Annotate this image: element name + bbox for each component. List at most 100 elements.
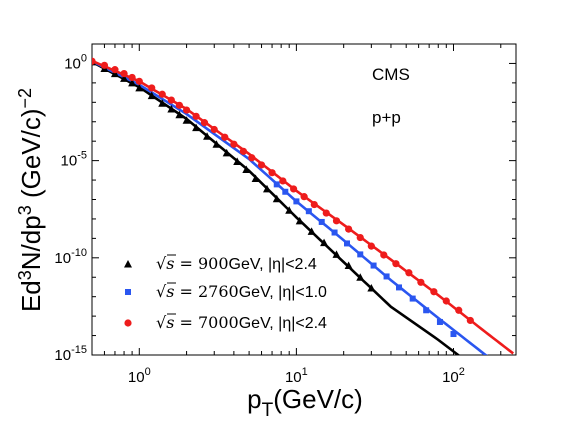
- data-point-circle: [345, 225, 353, 233]
- data-point-circle: [248, 154, 256, 162]
- data-point-triangle: [356, 273, 365, 281]
- data-point-square: [293, 198, 300, 205]
- y-axis-title: Ed3N/dp3 (GeV/c)−2: [15, 88, 46, 312]
- y-tick-label: 10-10: [54, 247, 87, 267]
- legend: √s = 900GeV, |η|<2.4 √s = 2760GeV, |η|<1.…: [124, 254, 327, 332]
- legend-marker-square: [125, 289, 131, 295]
- data-point-circle: [128, 73, 136, 82]
- x-tick-label: 101: [285, 366, 308, 386]
- data-point-triangle: [242, 165, 251, 173]
- x-axis-title: pT(GeV/c): [247, 384, 363, 421]
- data-point-square: [357, 251, 364, 258]
- legend-label: √s = 2760GeV, |η|<1.0: [156, 282, 327, 301]
- data-point-triangle: [307, 227, 316, 235]
- legend-marker-triangle: [124, 260, 132, 268]
- annotation-cms: CMS: [372, 65, 410, 84]
- data-point-circle: [332, 217, 341, 225]
- data-point-triangle: [212, 140, 221, 148]
- data-point-triangle: [272, 194, 281, 203]
- annotation-collision: p+p: [372, 108, 401, 127]
- data-point-triangle: [332, 250, 341, 258]
- data-point-circle: [405, 269, 413, 277]
- data-point-triangle: [262, 184, 271, 193]
- fit-curve-triangle: [92, 60, 461, 355]
- data-point-circle: [392, 260, 400, 268]
- data-point-circle: [135, 77, 143, 85]
- data-point-circle: [148, 84, 156, 92]
- data-point-square: [331, 229, 338, 236]
- x-tick-label: 100: [128, 366, 151, 386]
- data-point-circle: [417, 278, 425, 286]
- data-point-circle: [182, 106, 191, 114]
- data-point-triangle: [147, 91, 156, 100]
- data-point-circle: [466, 316, 474, 325]
- data-point-square: [282, 188, 289, 195]
- data-point-triangle: [158, 99, 167, 107]
- data-point-circle: [158, 90, 166, 98]
- data-point-square: [423, 307, 430, 314]
- data-point-square: [450, 331, 457, 338]
- data-point-circle: [367, 242, 375, 250]
- data-point-triangle: [320, 238, 329, 247]
- data-point-circle: [120, 70, 128, 78]
- data-point-circle: [167, 96, 175, 104]
- data-point-square: [383, 273, 390, 280]
- data-point-square: [273, 181, 280, 188]
- data-point-circle: [221, 133, 229, 141]
- data-point-circle: [322, 209, 330, 217]
- data-point-triangle: [120, 74, 129, 82]
- data-point-triangle: [135, 83, 144, 92]
- data-point-triangle: [344, 261, 353, 270]
- data-point-square: [409, 295, 416, 302]
- data-point-triangle: [233, 157, 242, 166]
- legend-label: √s = 900GeV, |η|<2.4: [156, 254, 317, 273]
- data-point-triangle: [285, 206, 294, 214]
- data-point-circle: [210, 125, 218, 134]
- data-point-triangle: [295, 216, 304, 225]
- data-point-circle: [290, 185, 298, 193]
- data-point-circle: [310, 200, 318, 209]
- axis-ticks: 100 101 102 100 10-5 10-10 10-15: [54, 43, 516, 386]
- data-point-triangle: [175, 110, 184, 119]
- data-point-triangle: [367, 283, 376, 292]
- data-point-circle: [230, 140, 238, 148]
- data-point-circle: [200, 119, 209, 127]
- data-point-circle: [92, 57, 96, 65]
- data-point-triangle: [110, 69, 119, 78]
- legend-marker-circle: [124, 319, 132, 327]
- data-point-circle: [356, 233, 364, 242]
- data-point-circle: [257, 161, 266, 169]
- data-point-square: [436, 318, 443, 325]
- data-point-square: [396, 284, 403, 291]
- data-point-triangle: [251, 174, 260, 183]
- data-point-circle: [192, 112, 200, 120]
- data-point-circle: [268, 169, 276, 177]
- data-point-square: [318, 218, 325, 225]
- data-point-square: [305, 208, 312, 215]
- data-point-triangle: [192, 123, 201, 132]
- data-point-circle: [279, 177, 287, 185]
- y-tick-label: 10-15: [54, 344, 87, 364]
- data-point-square: [344, 240, 351, 247]
- data-point-circle: [430, 288, 438, 296]
- data-point-circle: [111, 66, 119, 74]
- data-point-triangle: [128, 78, 137, 87]
- y-tick-label: 100: [64, 52, 87, 72]
- data-point-triangle: [167, 105, 176, 113]
- data-point-triangle: [182, 116, 191, 124]
- x-tick-label: 102: [442, 366, 465, 386]
- data-point-circle: [175, 101, 183, 109]
- y-tick-label: 10-5: [61, 150, 87, 170]
- data-point-circle: [442, 297, 450, 305]
- data-point-circle: [100, 61, 109, 69]
- data-point-triangle: [222, 148, 231, 157]
- data-points: [92, 57, 474, 338]
- data-point-circle: [380, 251, 388, 259]
- data-point-circle: [455, 306, 463, 314]
- data-point-circle: [300, 193, 308, 201]
- data-point-triangle: [203, 132, 212, 140]
- data-point-square: [370, 262, 377, 269]
- legend-label: √s = 7000GeV, |η|<2.4: [156, 313, 327, 332]
- data-point-circle: [239, 147, 248, 155]
